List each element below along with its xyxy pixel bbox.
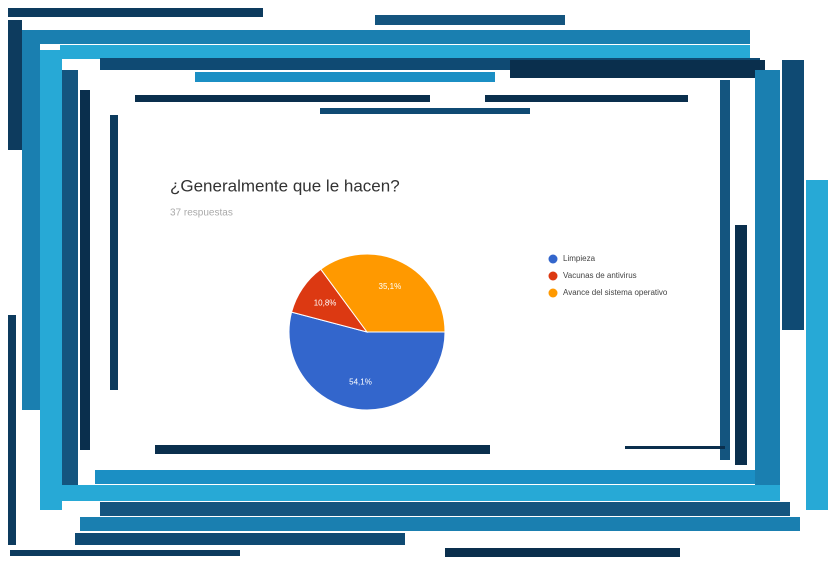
chart-subtitle: 37 respuestas	[170, 208, 233, 219]
legend-label: Limpieza	[563, 254, 596, 263]
decorative-frame	[8, 8, 828, 557]
slice-label: 10,8%	[314, 299, 337, 308]
frame-bar	[485, 95, 688, 102]
frame-bar	[782, 60, 804, 330]
frame-bar	[320, 108, 530, 114]
frame-bar	[720, 80, 730, 460]
frame-bar	[625, 446, 725, 449]
frame-bar	[8, 8, 263, 17]
frame-bar	[755, 70, 780, 490]
frame-bar	[155, 445, 490, 454]
frame-bar	[62, 70, 78, 490]
frame-bar	[375, 15, 565, 25]
chart-title: ¿Generalmente que le hacen?	[170, 176, 400, 195]
frame-bar	[510, 60, 765, 78]
frame-bar	[10, 550, 240, 556]
frame-bar	[735, 225, 747, 465]
frame-bar	[80, 517, 800, 531]
frame-bar	[445, 548, 680, 557]
legend-label: Vacunas de antivirus	[563, 271, 637, 280]
frame-bar	[195, 72, 495, 82]
frame-bar	[100, 502, 790, 516]
frame-bar	[40, 50, 62, 510]
slice-label: 35,1%	[379, 282, 402, 291]
frame-bar	[8, 315, 16, 545]
legend-swatch	[548, 271, 558, 281]
frame-bar	[806, 180, 828, 510]
slice-label: 54,1%	[349, 377, 372, 386]
pie-slice	[320, 253, 446, 333]
legend-swatch	[548, 288, 558, 298]
frame-bar	[110, 115, 118, 390]
frame-bar	[75, 533, 405, 545]
frame-bar	[8, 20, 22, 150]
frame-bar	[22, 30, 40, 410]
legend-swatch	[548, 254, 558, 264]
pie-slice	[288, 311, 446, 411]
frame-bar	[60, 485, 780, 501]
legend-label: Avance del sistema operativo	[563, 288, 668, 297]
frame-bar	[80, 90, 90, 450]
frame-bar	[60, 45, 750, 59]
frame-bar	[135, 95, 430, 102]
frame-bar	[95, 470, 755, 484]
frame-bar	[30, 30, 750, 44]
